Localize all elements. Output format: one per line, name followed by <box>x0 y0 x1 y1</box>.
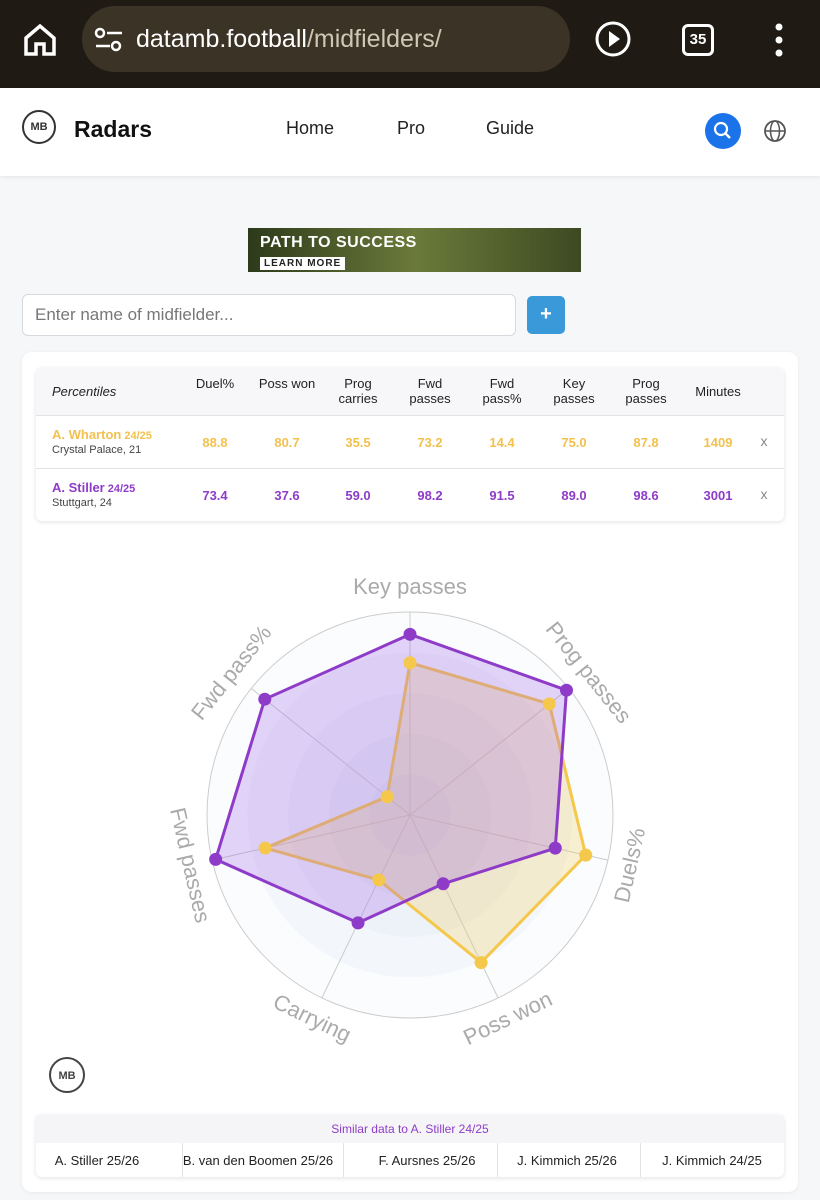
similar-item[interactable]: J. Kimmich 25/26 <box>517 1153 617 1168</box>
header-cell: Duel% <box>195 376 235 391</box>
player-name-text: A. Stiller <box>52 480 105 495</box>
url-path: /midfielders/ <box>306 25 442 53</box>
nav-link[interactable]: Guide <box>486 118 535 138</box>
radar-area <box>214 632 568 925</box>
nav-link[interactable]: Pro <box>397 118 426 138</box>
nav-link[interactable]: Home <box>286 118 335 138</box>
table-value: 73.4 <box>202 488 228 503</box>
navbar: MB Radars Home Pro Guide <box>0 88 820 176</box>
header-cell: Key passes <box>553 376 595 406</box>
table-value: 35.5 <box>345 435 371 450</box>
brand[interactable]: Radars <box>74 116 152 142</box>
advertisement[interactable]: PATH TO SUCCESS LEARN MORE <box>248 228 581 272</box>
header-cell: Poss won <box>258 376 316 391</box>
similar-divider <box>342 1143 344 1177</box>
player-name-text: A. Wharton <box>52 427 122 442</box>
axis-label: Key passes <box>353 574 467 599</box>
address-bar[interactable]: datamb.football/midfielders/ <box>82 6 570 72</box>
table-value: 88.8 <box>202 435 228 450</box>
header-cell: Prog carries <box>338 376 378 406</box>
header-cell: Percentiles <box>52 384 117 399</box>
table-value: 91.5 <box>489 488 515 503</box>
table-value: 80.7 <box>274 435 300 450</box>
header-cell: Prog passes <box>625 376 667 406</box>
play-button[interactable] <box>594 20 632 58</box>
similar-item[interactable]: B. van den Boomen 25/26 <box>182 1153 334 1168</box>
player-name: A. Wharton 24/25 <box>52 427 152 442</box>
similar-box: Similar data to A. Stiller 24/25 A. Stil… <box>36 1115 784 1177</box>
search-input[interactable]: Enter name of midfielder... <box>22 294 516 336</box>
radar-point <box>380 790 394 804</box>
watermark-ring <box>49 1057 85 1093</box>
similar-item[interactable]: J. Kimmich 24/25 <box>662 1153 762 1168</box>
table-value: 98.2 <box>417 488 443 503</box>
table-value: 14.4 <box>489 435 515 450</box>
ad-headline: PATH TO SUCCESS <box>260 234 417 251</box>
player-season: 24/25 <box>124 430 152 442</box>
table-value: 37.6 <box>274 488 300 503</box>
table-header-bg <box>36 368 784 415</box>
table-value: 75.0 <box>561 435 587 450</box>
radar-point <box>559 683 573 697</box>
player-club: Crystal Palace, 21 <box>52 444 142 456</box>
table-value: 59.0 <box>345 488 371 503</box>
header-cell: Minutes <box>695 384 741 399</box>
player-club: Stuttgart, 24 <box>52 497 112 509</box>
radar-point <box>542 697 556 711</box>
url-host: datamb.football <box>136 25 307 53</box>
spoke <box>409 688 570 816</box>
language-button[interactable] <box>763 119 787 143</box>
radar-point <box>351 916 365 930</box>
similar-divider <box>497 1143 498 1177</box>
table-value: 1409 <box>703 435 733 450</box>
radar-point <box>403 656 417 670</box>
player-name: A. Stiller 24/25 <box>52 480 135 495</box>
tab-count[interactable]: 35 <box>682 24 714 56</box>
radar-point <box>372 873 386 887</box>
table-value: 98.6 <box>633 488 659 503</box>
player-season: 24/25 <box>107 483 136 495</box>
browser-bar: datamb.football/midfielders/ 35 <box>0 0 820 88</box>
similar-title: Similar data to A. Stiller 24/25 <box>36 1115 784 1143</box>
row-divider <box>36 468 784 469</box>
spoke <box>409 814 609 861</box>
similar-item[interactable]: A. Stiller 25/26 <box>54 1153 140 1168</box>
table-value: 87.8 <box>633 435 659 450</box>
header-cell: Fwd pass% <box>482 376 522 406</box>
radar-point <box>209 852 223 866</box>
header-cell: Fwd passes <box>409 376 451 406</box>
percentile-table: Percentiles Duel% Poss won Prog carries Fwd … <box>36 368 784 521</box>
watermark: MB <box>58 1070 75 1082</box>
spoke <box>321 814 411 999</box>
similar-divider <box>639 1143 641 1177</box>
radar-point <box>258 841 272 855</box>
radar-point <box>474 956 488 970</box>
radar-point <box>436 877 450 891</box>
row-divider <box>36 415 784 416</box>
similar-item[interactable]: F. Aursnes 25/26 <box>378 1153 476 1168</box>
site-settings-icon[interactable] <box>94 26 124 54</box>
similar-divider <box>181 1143 183 1177</box>
radar-point <box>579 848 593 862</box>
radar-point <box>548 841 562 855</box>
spoke <box>211 814 411 861</box>
logo[interactable]: MB <box>22 110 56 144</box>
add-button[interactable]: + <box>527 296 565 334</box>
radar-area <box>263 661 588 965</box>
remove-button[interactable]: x <box>760 433 768 449</box>
radar-point <box>258 692 272 706</box>
axis-label: Duels% <box>609 825 650 904</box>
home-button[interactable] <box>22 22 58 58</box>
remove-button[interactable]: x <box>760 486 768 502</box>
table-value: 3001 <box>703 488 733 503</box>
ad-cta[interactable]: LEARN MORE <box>260 257 346 270</box>
radar-point <box>403 627 417 641</box>
search-button[interactable] <box>704 112 742 150</box>
menu-button[interactable] <box>770 22 788 58</box>
table-value: 73.2 <box>417 435 443 450</box>
table-value: 89.0 <box>561 488 587 503</box>
